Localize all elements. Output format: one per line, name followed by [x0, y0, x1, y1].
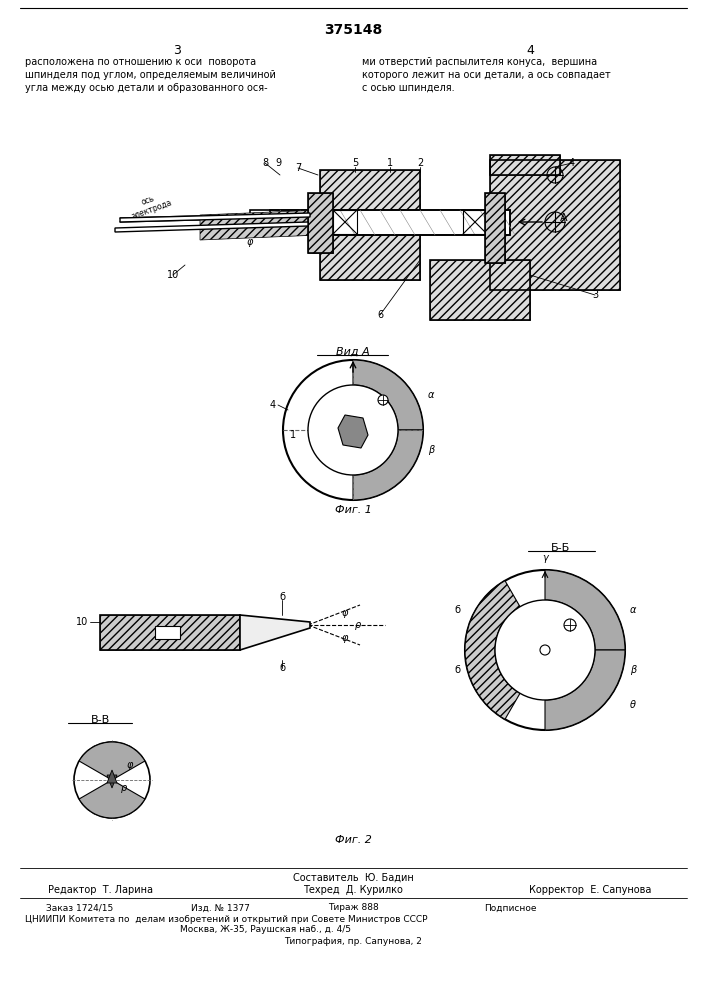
Text: 1: 1: [290, 430, 296, 440]
Text: Подписное: Подписное: [484, 904, 536, 912]
Circle shape: [540, 645, 550, 655]
Text: φ: φ: [341, 633, 348, 643]
Text: б: б: [454, 665, 460, 675]
Text: ЦНИИПИ Комитета по  делам изобретений и открытий при Совете Министров СССР: ЦНИИПИ Комитета по делам изобретений и о…: [25, 914, 428, 924]
Text: ось
электрода: ось электрода: [127, 189, 173, 221]
Text: Фиг. 1: Фиг. 1: [334, 505, 371, 515]
Text: 4: 4: [270, 400, 276, 410]
Text: б: б: [454, 605, 460, 615]
Circle shape: [283, 360, 423, 500]
Text: ми отверстий распылителя конуса,  вершина: ми отверстий распылителя конуса, вершина: [362, 57, 597, 67]
Text: Корректор  Е. Сапунова: Корректор Е. Сапунова: [529, 885, 651, 895]
Text: β: β: [630, 665, 636, 675]
Bar: [308, 193, 333, 253]
Polygon shape: [115, 222, 308, 232]
Text: Вид А: Вид А: [336, 347, 370, 357]
Bar: [430, 260, 530, 320]
Wedge shape: [353, 360, 423, 430]
Text: Изд. № 1377: Изд. № 1377: [191, 904, 250, 912]
Text: угла между осью детали и образованного ося-: угла между осью детали и образованного о…: [25, 83, 268, 93]
Text: 3: 3: [173, 43, 181, 56]
Text: А: А: [560, 213, 568, 223]
Text: 3: 3: [592, 290, 598, 300]
Text: Б-Б: Б-Б: [550, 543, 570, 553]
Text: α: α: [428, 390, 434, 400]
Bar: [485, 193, 505, 263]
Bar: [490, 155, 560, 175]
Text: 6: 6: [377, 310, 383, 320]
Text: Составитель  Ю. Бадин: Составитель Ю. Бадин: [293, 873, 414, 883]
Bar: [100, 615, 240, 650]
Text: θ: θ: [630, 700, 636, 710]
Text: 5: 5: [352, 158, 358, 168]
Polygon shape: [120, 213, 310, 222]
Text: В-В: В-В: [90, 715, 110, 725]
Wedge shape: [545, 570, 625, 650]
Text: которого лежит на оси детали, а ось совпадает: которого лежит на оси детали, а ось совп…: [362, 70, 611, 80]
Text: Типография, пр. Сапунова, 2: Типография, пр. Сапунова, 2: [284, 938, 422, 946]
Wedge shape: [79, 780, 145, 818]
Text: 375148: 375148: [324, 23, 382, 37]
Polygon shape: [250, 210, 510, 235]
Text: 8: 8: [262, 158, 268, 168]
Text: 4: 4: [526, 43, 534, 56]
Text: б: б: [279, 592, 285, 602]
Bar: [155, 626, 180, 639]
Bar: [308, 193, 333, 253]
Text: 10: 10: [76, 617, 88, 627]
Bar: [100, 615, 240, 650]
Text: 10: 10: [167, 270, 179, 280]
Text: φ: φ: [247, 237, 253, 247]
Circle shape: [74, 742, 150, 818]
Text: Тираж 888: Тираж 888: [327, 904, 378, 912]
Bar: [463, 210, 487, 234]
Wedge shape: [353, 430, 423, 500]
Text: β: β: [428, 445, 434, 455]
Wedge shape: [465, 581, 520, 719]
Polygon shape: [107, 770, 117, 783]
Polygon shape: [200, 210, 320, 240]
Circle shape: [495, 600, 595, 700]
Text: ρ: ρ: [121, 783, 127, 793]
Circle shape: [564, 619, 576, 631]
Text: Фиг. 2: Фиг. 2: [334, 835, 371, 845]
Text: Заказ 1724/15: Заказ 1724/15: [47, 904, 114, 912]
Text: 2: 2: [417, 158, 423, 168]
Bar: [490, 155, 560, 175]
Text: Москва, Ж-35, Раушская наб., д. 4/5: Москва, Ж-35, Раушская наб., д. 4/5: [180, 924, 351, 934]
Text: φ: φ: [341, 608, 348, 618]
Text: Редактор  Т. Ларина: Редактор Т. Ларина: [47, 885, 153, 895]
Bar: [320, 170, 420, 280]
Bar: [430, 260, 530, 320]
Text: φ: φ: [127, 760, 133, 770]
Polygon shape: [338, 415, 368, 448]
Bar: [490, 160, 620, 290]
Circle shape: [465, 570, 625, 730]
Text: расположена по отношению к оси  поворота: расположена по отношению к оси поворота: [25, 57, 256, 67]
Bar: [485, 193, 505, 263]
Circle shape: [308, 385, 398, 475]
Text: γ: γ: [542, 553, 548, 563]
Text: с осью шпинделя.: с осью шпинделя.: [362, 83, 455, 93]
Text: б: б: [279, 663, 285, 673]
Text: ρ: ρ: [355, 620, 361, 630]
Text: 1: 1: [387, 158, 393, 168]
Wedge shape: [545, 650, 625, 730]
Polygon shape: [107, 775, 117, 788]
Circle shape: [378, 395, 388, 405]
Bar: [270, 210, 510, 235]
Bar: [333, 210, 357, 234]
Wedge shape: [79, 742, 145, 780]
Text: 7: 7: [295, 163, 301, 173]
Text: 9: 9: [275, 158, 281, 168]
Text: 4: 4: [569, 158, 575, 168]
Text: α: α: [630, 605, 636, 615]
Polygon shape: [240, 615, 310, 650]
Bar: [320, 170, 420, 280]
Text: шпинделя под углом, определяемым величиной: шпинделя под углом, определяемым величин…: [25, 70, 276, 80]
Bar: [490, 160, 620, 290]
Text: Техред  Д. Курилко: Техред Д. Курилко: [303, 885, 403, 895]
